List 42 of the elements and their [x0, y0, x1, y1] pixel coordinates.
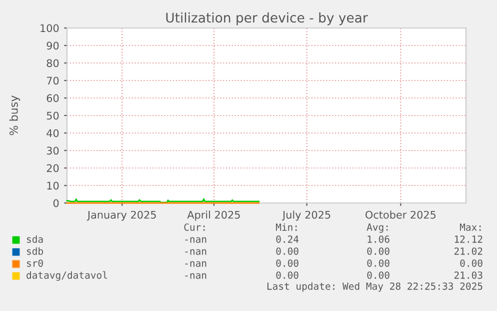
text: 0.24 — [276, 235, 299, 243]
x-tick-label: October 2025 — [366, 210, 436, 219]
text: -nan — [185, 261, 206, 267]
text: -nan — [185, 249, 206, 255]
text: Min: — [276, 223, 297, 231]
legend-label: sda — [27, 235, 43, 243]
text: 0.00 — [276, 271, 298, 279]
text: Max: — [460, 224, 481, 231]
text: 12.12 — [454, 235, 482, 243]
x-tick-label: July 2025 — [282, 210, 330, 221]
text: 0.00 — [367, 271, 390, 279]
text: -nan — [185, 237, 206, 243]
text: 0.00 — [367, 247, 390, 255]
text: 1.06 — [368, 235, 390, 243]
text: 0.00 — [460, 259, 482, 267]
text: 0.00 — [367, 259, 390, 267]
text: 21.03 — [454, 271, 482, 279]
legend-label: datavg/datavol — [26, 271, 107, 281]
text: 21.02 — [454, 247, 482, 255]
y-tick-label: 100 — [40, 24, 59, 32]
y-tick-label: 30 — [46, 146, 59, 155]
y-tick-label: 70 — [46, 76, 59, 85]
y-tick-label: 90 — [46, 42, 59, 50]
y-tick-label: 60 — [46, 94, 59, 102]
x-tick-label: January 2025 — [86, 210, 156, 221]
y-tick-label: 0 — [53, 199, 59, 208]
chart-title: Utilization per device - by year — [166, 12, 368, 26]
y-axis-title: % busy — [9, 96, 20, 136]
y-tick-label: 10 — [47, 182, 59, 190]
text: -nan — [185, 273, 206, 279]
legend-label: sdb — [27, 247, 43, 255]
text: Avg: — [366, 224, 388, 233]
text: 0.00 — [276, 247, 298, 255]
y-tick-label: 50 — [46, 112, 59, 120]
legend-label: sr0 — [27, 259, 43, 267]
text: 0.00 — [276, 259, 298, 267]
y-tick-label: 40 — [46, 129, 59, 138]
y-tick-label: 20 — [46, 164, 59, 172]
text: Cur: — [184, 223, 205, 231]
text: Last update: Wed May 28 22:25:33 2025 — [267, 282, 482, 292]
y-tick-label: 80 — [46, 59, 59, 68]
x-tick-label: April 2025 — [187, 210, 240, 221]
